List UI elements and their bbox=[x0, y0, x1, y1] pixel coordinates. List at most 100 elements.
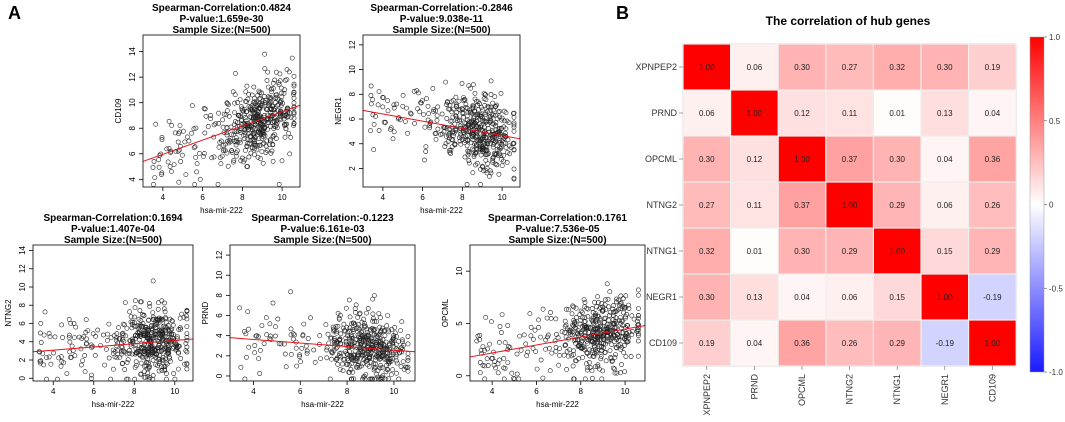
scatter-point bbox=[471, 123, 477, 128]
scatter-point bbox=[78, 346, 84, 352]
scatter-point bbox=[398, 364, 404, 369]
scatter-point bbox=[287, 151, 293, 157]
scatter-point bbox=[128, 319, 134, 325]
scatter-point bbox=[136, 316, 142, 322]
scatter-point bbox=[256, 88, 262, 94]
heatmap-cell bbox=[826, 44, 873, 90]
scatter-point bbox=[149, 327, 155, 333]
scatter-point bbox=[83, 317, 89, 322]
heatmap-col-label: OPCML bbox=[797, 374, 807, 406]
scatter-point bbox=[197, 176, 203, 182]
scatter-point bbox=[595, 364, 601, 370]
scatter-point bbox=[482, 92, 488, 98]
scatter-point bbox=[399, 337, 405, 343]
scatter-point bbox=[379, 325, 385, 331]
scatter-point bbox=[474, 149, 480, 155]
scatter-point bbox=[422, 157, 427, 163]
scatter-point bbox=[271, 119, 277, 124]
scatter-point bbox=[511, 166, 517, 172]
scatter-point bbox=[511, 147, 517, 152]
scatter-point bbox=[548, 315, 554, 321]
heatmap-cell-label: 0.27 bbox=[842, 63, 858, 72]
scatter-point bbox=[493, 123, 498, 129]
scatter-point bbox=[288, 332, 294, 338]
y-tick-label: 0 bbox=[18, 375, 27, 380]
scatter-point bbox=[291, 115, 297, 121]
scatter-point bbox=[471, 154, 477, 159]
scatter-point bbox=[613, 352, 618, 357]
scatter-point bbox=[394, 360, 400, 366]
scatter-point bbox=[604, 326, 610, 332]
scatter-point bbox=[38, 340, 44, 345]
scatter-point bbox=[492, 152, 498, 157]
scatter-point bbox=[590, 329, 596, 335]
scatter-point bbox=[98, 343, 103, 348]
scatter-point bbox=[445, 139, 451, 144]
scatter-point bbox=[595, 294, 600, 300]
scatter-point bbox=[418, 100, 424, 106]
scatter-point bbox=[380, 95, 386, 100]
scatter-point bbox=[291, 95, 297, 101]
scatter-point bbox=[355, 322, 361, 328]
scatter-point bbox=[111, 366, 116, 372]
scatter-point bbox=[156, 164, 162, 170]
scatter-point bbox=[358, 352, 364, 358]
scatter-point bbox=[177, 325, 183, 331]
scatter-point bbox=[388, 372, 394, 378]
scatter-point bbox=[262, 100, 268, 105]
heatmap-cell-label: 0.01 bbox=[889, 109, 905, 118]
scatter-point bbox=[119, 351, 124, 357]
scatter-point bbox=[226, 113, 232, 119]
scatter-point bbox=[178, 356, 184, 361]
scatter-point bbox=[510, 141, 516, 146]
heatmap-cell bbox=[969, 320, 1016, 366]
scatter-point bbox=[469, 119, 474, 125]
scatter-point bbox=[570, 363, 576, 369]
scatter-point bbox=[272, 132, 277, 137]
scatter-point bbox=[122, 300, 128, 305]
scatter-point bbox=[479, 350, 484, 356]
scatter-point bbox=[373, 341, 379, 347]
scatter-point bbox=[511, 122, 517, 128]
scatter-point bbox=[184, 349, 190, 355]
scatter-point bbox=[183, 340, 189, 346]
scatter-point bbox=[304, 348, 310, 354]
scatter-point bbox=[368, 128, 373, 134]
scatter-point bbox=[159, 134, 165, 140]
scatter-point bbox=[231, 157, 237, 163]
scatter-point bbox=[495, 153, 501, 158]
scatter-point bbox=[275, 316, 281, 322]
y-tick-label: 14 bbox=[18, 245, 27, 254]
scatter-point bbox=[162, 368, 168, 374]
scatter-point bbox=[400, 103, 406, 109]
scatter-point bbox=[330, 350, 335, 356]
scatter-point bbox=[152, 175, 158, 180]
scatter-point bbox=[201, 153, 206, 159]
scatter-point bbox=[464, 182, 470, 187]
scatter-point bbox=[434, 118, 440, 123]
scatter-point bbox=[120, 360, 125, 366]
scatter-point bbox=[120, 321, 126, 327]
scatter-point bbox=[294, 363, 300, 369]
scatter-point bbox=[594, 350, 600, 356]
scatter-point bbox=[607, 322, 613, 327]
scatter-point bbox=[394, 334, 399, 339]
scatter-point bbox=[224, 101, 230, 107]
heatmap-cell bbox=[731, 320, 778, 366]
scatter-point bbox=[251, 142, 257, 148]
heatmap-cell bbox=[731, 44, 778, 90]
scatter-point bbox=[574, 315, 579, 320]
scatter-point bbox=[582, 299, 588, 305]
scatter-point bbox=[360, 374, 366, 380]
scatter-point bbox=[581, 326, 587, 332]
scatter-point bbox=[132, 298, 138, 304]
scatter-point bbox=[235, 112, 241, 118]
scatter-point bbox=[609, 358, 615, 364]
heatmap-cell bbox=[921, 136, 968, 182]
x-tick-label: 8 bbox=[460, 193, 465, 202]
plot-frame bbox=[469, 244, 646, 382]
scatter-point bbox=[72, 335, 77, 340]
heatmap-cell bbox=[826, 228, 873, 274]
scatter-point bbox=[636, 338, 641, 344]
scatter-point bbox=[230, 159, 236, 165]
